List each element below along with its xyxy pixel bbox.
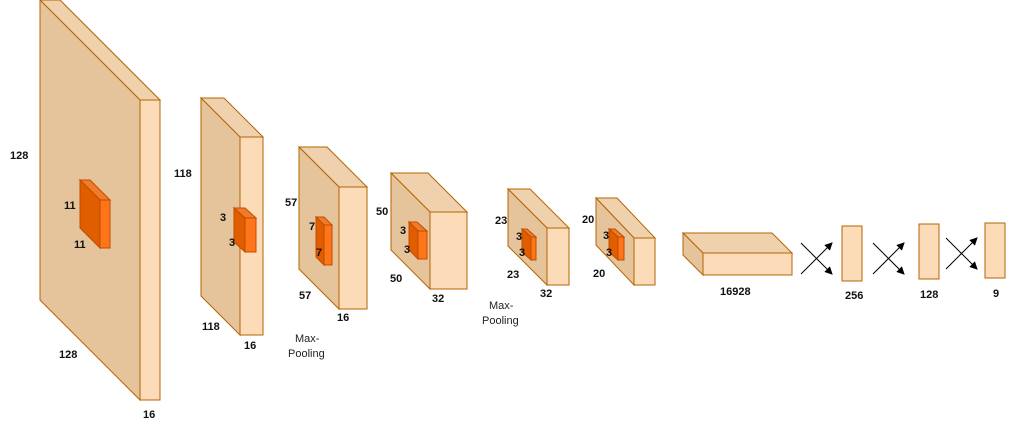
flatten-label: 16928 xyxy=(720,286,751,298)
fc-arrow-3-up xyxy=(945,237,978,270)
layer-2-width-label: 118 xyxy=(202,321,220,333)
layer-3-side-face xyxy=(338,186,368,310)
layer-6-width-label: 20 xyxy=(593,268,605,280)
layer-1-depth-label: 16 xyxy=(143,409,155,421)
fc-connection-2 xyxy=(872,242,905,275)
dense-9-label: 9 xyxy=(993,288,999,300)
layer-3-kernel-label-a: 7 xyxy=(309,221,315,233)
dense-layer-256: 256 xyxy=(841,225,863,302)
conv-layer-3: 57 57 16 7 7 xyxy=(285,145,369,324)
layer-3-kernel-side xyxy=(323,224,333,266)
layer-1-width-label: 128 xyxy=(59,349,77,361)
layer-5-kernel-label-b: 3 xyxy=(519,247,525,259)
layer-6-kernel-label-b: 3 xyxy=(606,247,612,259)
conv-layer-4: 50 50 32 3 3 xyxy=(376,171,469,305)
fc-arrow-2-up xyxy=(872,242,905,275)
dense-layer-128: 128 xyxy=(918,223,940,301)
conv-layer-6: 20 20 3 3 xyxy=(582,196,657,287)
layer-2-kernel xyxy=(232,206,258,254)
max-pooling-label-1: Max- Pooling xyxy=(288,333,325,360)
dense-layer-9: 9 xyxy=(984,222,1006,300)
layer-2-depth-label: 16 xyxy=(244,340,256,352)
layer-5-kernel-side xyxy=(530,236,537,261)
layer-4-side-face xyxy=(429,211,468,290)
layer-6-side-face xyxy=(633,237,656,286)
layer-3-depth-label: 16 xyxy=(337,312,349,324)
layer-4-width-label: 50 xyxy=(390,273,402,285)
layer-3-height-label: 57 xyxy=(285,197,297,209)
layer-1-kernel xyxy=(78,178,112,250)
dense-128-label: 128 xyxy=(920,289,938,301)
layer-2-kernel-label-a: 3 xyxy=(220,212,226,224)
layer-5-width-label: 23 xyxy=(507,269,519,281)
layer-4-kernel-side xyxy=(417,230,428,260)
layer-4-height-label: 50 xyxy=(376,206,388,218)
flatten-layer: 16928 xyxy=(681,231,794,298)
layer-1-kernel-label-b: 11 xyxy=(74,239,86,251)
layer-1-kernel-label-a: 11 xyxy=(64,200,76,212)
layer-1-kernel-side xyxy=(99,199,111,249)
layer-6-height-label: 20 xyxy=(582,214,594,226)
conv-layer-2: 118 118 16 3 3 xyxy=(174,96,265,352)
layer-6-kernel xyxy=(607,227,626,262)
conv-layer-5: 23 23 32 3 3 xyxy=(495,187,571,300)
layer-5-height-label: 23 xyxy=(495,215,507,227)
layer-5-kernel xyxy=(520,227,538,262)
layer-2-height-label: 118 xyxy=(174,168,192,180)
fc-connection-3 xyxy=(945,237,978,270)
conv-layer-1: 128 128 16 11 11 xyxy=(10,0,162,421)
pooling-1-line-1: Max- xyxy=(295,333,320,345)
fc-arrow-1-up xyxy=(800,242,833,275)
layer-2-kernel-label-b: 3 xyxy=(229,237,235,249)
dense-256-block xyxy=(841,225,863,282)
layer-1-height-label: 128 xyxy=(10,150,28,162)
dense-256-label: 256 xyxy=(845,290,863,302)
flatten-front-face xyxy=(702,252,793,276)
layer-5-depth-label: 32 xyxy=(540,288,552,300)
fc-connection-1 xyxy=(800,242,833,275)
layer-5-kernel-label-a: 3 xyxy=(516,231,522,243)
layer-3-width-label: 57 xyxy=(299,290,311,302)
layer-1-side-face xyxy=(139,99,161,401)
pooling-2-line-1: Max- xyxy=(489,300,514,312)
dense-9-block xyxy=(984,222,1006,279)
layer-4-kernel-label-a: 3 xyxy=(400,225,406,237)
dense-128-block xyxy=(918,223,940,280)
layer-4-depth-label: 32 xyxy=(432,293,444,305)
layer-3-kernel xyxy=(314,215,334,267)
layer-5-side-face xyxy=(546,227,570,286)
max-pooling-label-2: Max- Pooling xyxy=(482,300,519,327)
layer-3-kernel-label-b: 7 xyxy=(316,247,322,259)
layer-4-kernel-label-b: 3 xyxy=(404,244,410,256)
layer-6-kernel-label-a: 3 xyxy=(603,230,609,242)
pooling-1-line-2: Pooling xyxy=(288,348,325,360)
layer-2-kernel-side xyxy=(244,217,257,253)
layer-4-kernel xyxy=(407,220,429,261)
pooling-2-line-2: Pooling xyxy=(482,315,519,327)
layer-6-kernel-side xyxy=(617,236,625,261)
